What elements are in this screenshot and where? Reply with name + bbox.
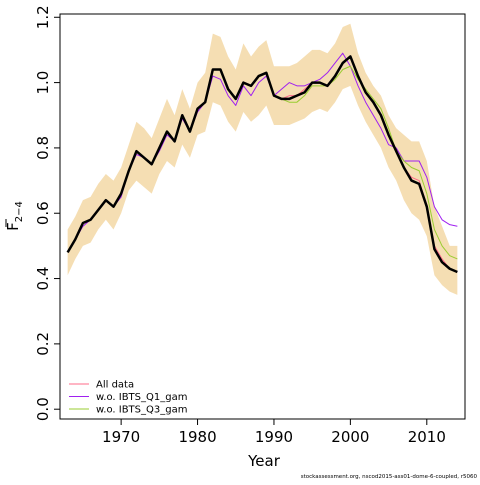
series-line-estimate-3: [66, 55, 458, 274]
confidence-band-layer: [67, 23, 458, 295]
y-tick-label-1: 0.2: [34, 332, 52, 356]
y-tick-label-3: 0.6: [34, 201, 52, 225]
legend-label-2: w.o. IBTS_Q3_gam: [96, 405, 187, 416]
x-axis-title: Year: [247, 452, 281, 470]
x-tick-label-1980: 1980: [178, 428, 216, 446]
series-layer: [66, 52, 458, 274]
y-axis-title: F2−4: [4, 201, 25, 231]
y-axis-title-subscript: 2−4: [14, 201, 25, 222]
confidence-band: [67, 23, 458, 295]
y-tick-label-2: 0.4: [34, 267, 52, 291]
legend-label-0: All data: [96, 380, 134, 391]
y-tick-label-5: 1.0: [34, 71, 52, 95]
credit-text: stockassessment.org, nscod2015-ass01-dom…: [301, 474, 478, 480]
x-tick-label-2010: 2010: [408, 428, 446, 446]
y-tick-label-6: 1.2: [34, 5, 52, 29]
x-tick-label-1970: 1970: [102, 428, 140, 446]
svg-text:F2−4: F2−4: [4, 201, 25, 231]
y-axis: 0.0 0.2 0.4 0.6 0.8 1.0 1.2: [34, 5, 61, 421]
x-tick-label-2000: 2000: [331, 428, 369, 446]
legend-label-1: w.o. IBTS_Q1_gam: [96, 392, 187, 403]
y-axis-title-main: F: [4, 222, 22, 231]
y-tick-label-4: 0.8: [34, 136, 52, 160]
x-axis: 1970 1980 1990 2000 2010: [102, 418, 446, 446]
y-tick-label-0: 0.0: [34, 397, 52, 421]
x-tick-label-1990: 1990: [255, 428, 293, 446]
